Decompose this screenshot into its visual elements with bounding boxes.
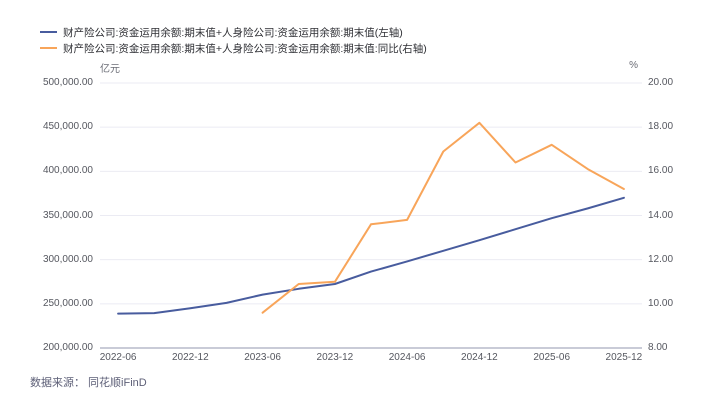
right-axis-tick-label: 10.00 — [648, 297, 674, 309]
legend-line-swatch-balance-icon — [40, 31, 57, 33]
left-axis-tick-label: 400,000.00 — [42, 165, 93, 177]
x-axis-tick-label: 2022-06 — [99, 352, 137, 363]
left-axis-tick-label: 350,000.00 — [42, 209, 93, 221]
right-axis-unit-label: % — [629, 60, 638, 71]
left-axis-tick-label: 200,000.00 — [42, 342, 93, 353]
left-axis-tick-label: 500,000.00 — [42, 77, 93, 88]
legend-item-balance[interactable]: 财产险公司:资金运用余额:期末值+人身险公司:资金运用余额:期末值(左轴) — [40, 24, 427, 40]
legend-label-yoy: 财产险公司:资金运用余额:期末值+人身险公司:资金运用余额:期末值:同比(右轴) — [63, 42, 427, 55]
right-axis-tick-label: 12.00 — [648, 253, 674, 265]
right-axis-tick-label: 16.00 — [648, 165, 674, 177]
legend-label-balance: 财产险公司:资金运用余额:期末值+人身险公司:资金运用余额:期末值(左轴) — [63, 26, 403, 39]
data-source-note: 数据来源： 同花顺iFinD — [30, 377, 147, 389]
right-axis-tick-label: 8.00 — [648, 342, 668, 353]
right-axis-tick-label: 20.00 — [648, 77, 674, 88]
right-axis-tick-label: 14.00 — [648, 209, 674, 221]
legend: 财产险公司:资金运用余额:期末值+人身险公司:资金运用余额:期末值(左轴) 财产… — [40, 24, 427, 56]
x-axis-tick-label: 2024-12 — [461, 352, 498, 363]
series-line-balance — [117, 196, 625, 315]
x-axis-tick-label: 2024-06 — [388, 352, 426, 363]
left-axis-tick-label: 250,000.00 — [42, 297, 93, 309]
left-axis-unit-label: 亿元 — [100, 64, 120, 75]
legend-line-swatch-yoy-icon — [40, 47, 57, 49]
x-axis-tick-label: 2022-12 — [171, 352, 209, 363]
legend-item-yoy[interactable]: 财产险公司:资金运用余额:期末值+人身险公司:资金运用余额:期末值:同比(右轴) — [40, 40, 427, 56]
x-axis-tick-label: 2025-06 — [533, 352, 571, 363]
x-axis-tick-label: 2023-12 — [316, 352, 354, 363]
series-line-yoy — [261, 121, 625, 314]
x-axis-tick-label: 2023-06 — [244, 352, 281, 363]
left-axis-tick-label: 450,000.00 — [42, 121, 93, 133]
left-axis-tick-label: 300,000.00 — [42, 253, 93, 265]
right-axis-tick-label: 18.00 — [648, 121, 674, 133]
x-axis-tick-label: 2025-12 — [605, 352, 643, 363]
